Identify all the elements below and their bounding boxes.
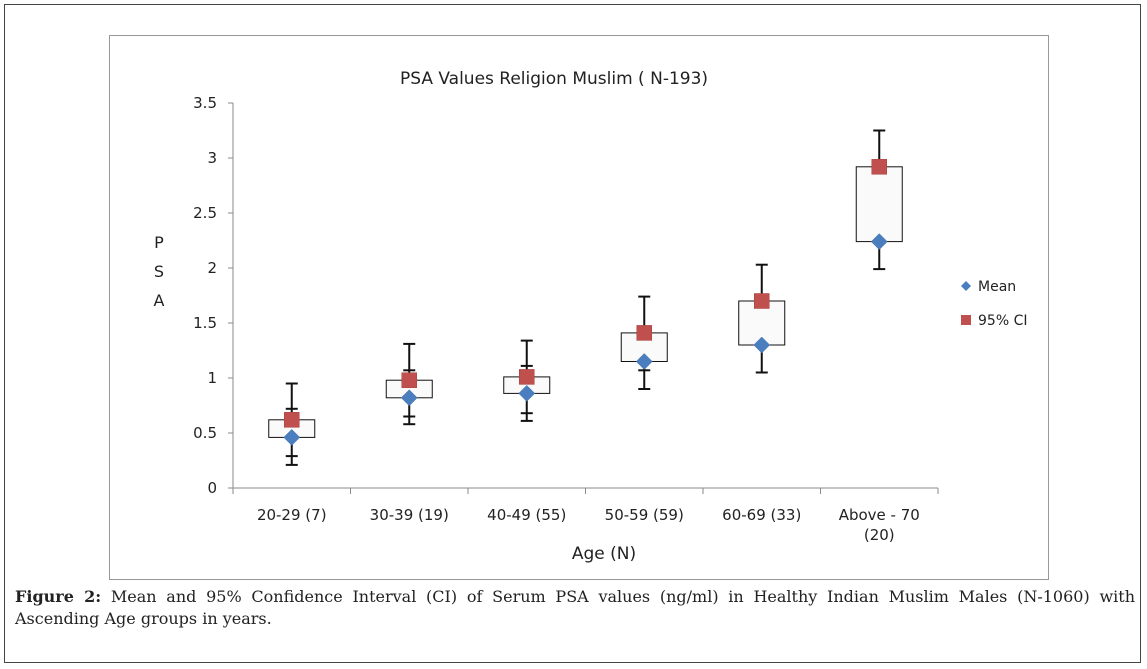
legend-ci-label: 95% CI (978, 313, 1027, 329)
y-tick-label: 2 (207, 259, 217, 277)
x-tick-label: (20) (864, 526, 895, 544)
mean-marker (635, 353, 653, 370)
mean-marker (400, 389, 418, 407)
y-tick-label: 0 (207, 479, 217, 497)
y-axis-label-char: A (154, 291, 165, 310)
ci-marker (284, 412, 300, 428)
caption-label: Figure 2: (15, 587, 102, 606)
caption-text: Mean and 95% Confidence Interval (CI) of… (15, 587, 1135, 628)
figure-frame: PSA Values Religion Muslim ( N-193) 0 0.5 1… (4, 4, 1141, 663)
x-tick-label: 20-29 (7) (257, 506, 327, 524)
ci-marker (519, 369, 535, 385)
box (855, 166, 903, 243)
legend-mean-swatch (961, 281, 971, 291)
ci-marker (401, 372, 417, 388)
chart-title: PSA Values Religion Muslim ( N-193) (400, 69, 708, 89)
x-tick-label: 40-49 (55) (487, 506, 566, 524)
x-tick-label: 60-69 (33) (722, 506, 801, 524)
x-tick-label: 50-59 (59) (605, 506, 684, 524)
figure-caption: Figure 2: Mean and 95% Confidence Interv… (15, 586, 1135, 630)
y-tick-label: 1.5 (193, 314, 217, 332)
x-axis-label: Age (N) (572, 544, 636, 564)
mean-marker (870, 233, 888, 250)
y-tick-label: 3.5 (193, 94, 217, 112)
y-tick-label: 1 (207, 369, 217, 387)
x-tick-label: Above - 70 (839, 506, 920, 524)
legend-mean-label: Mean (978, 279, 1016, 295)
mean-marker (283, 429, 301, 446)
y-tick-label: 2.5 (193, 204, 217, 222)
y-tick-label: 0.5 (193, 424, 217, 442)
ci-marker (636, 325, 652, 341)
psa-chart: PSA Values Religion Muslim ( N-193) 0 0.5 1… (154, 69, 1028, 564)
legend-ci-swatch (961, 315, 971, 325)
y-tick-label: 3 (207, 149, 217, 167)
y-axis-label-char: P (154, 233, 164, 252)
chart-area: PSA Values Religion Muslim ( N-193) 0 0.5 1… (109, 35, 1049, 580)
ci-marker (754, 293, 770, 309)
ci-marker (871, 159, 887, 175)
x-tick-label: 30-39 (19) (370, 506, 449, 524)
y-axis-label-char: S (154, 262, 164, 281)
mean-marker (518, 385, 536, 402)
mean-marker (753, 336, 771, 354)
